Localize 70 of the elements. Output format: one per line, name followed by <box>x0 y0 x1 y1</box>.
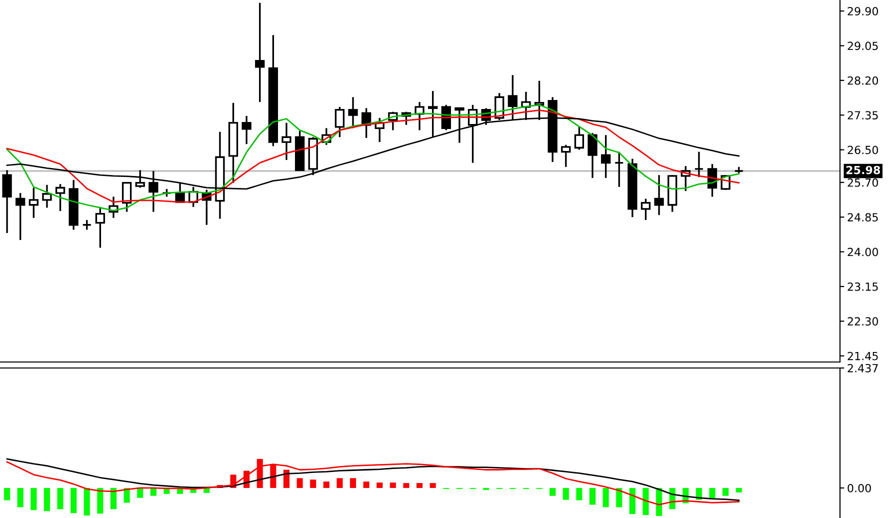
y-tick-label: 23.15 <box>848 282 878 291</box>
bar <box>722 488 729 496</box>
bar <box>430 483 436 488</box>
bar <box>550 488 556 496</box>
bar <box>403 483 410 488</box>
candlestick <box>55 183 66 212</box>
candlestick <box>414 101 424 132</box>
y-tick-label: 27.35 <box>848 111 878 120</box>
bar <box>84 488 90 516</box>
y-tick-label: 22.30 <box>848 317 878 326</box>
bar <box>602 488 609 508</box>
candlestick <box>122 181 132 213</box>
bar <box>590 488 596 505</box>
y-tick-label: 0.00 <box>848 484 871 492</box>
bar <box>350 478 356 488</box>
candlestick <box>574 126 584 151</box>
y-tick-label: 25.70 <box>848 178 878 187</box>
y-tick-label: 26.50 <box>848 146 878 154</box>
candlestick <box>255 2 265 103</box>
bar <box>323 482 330 488</box>
bar <box>390 482 396 488</box>
bar <box>97 488 104 514</box>
bar <box>150 488 156 496</box>
bar <box>736 488 742 492</box>
bar <box>336 478 343 488</box>
bar <box>283 470 290 488</box>
bar <box>709 488 716 498</box>
bar <box>4 488 10 500</box>
candlestick <box>334 106 345 138</box>
candlestick <box>640 198 651 221</box>
bar <box>110 488 116 510</box>
candlestick <box>82 219 92 231</box>
candlestick <box>561 144 571 168</box>
candlestick <box>42 184 52 209</box>
y-tick-label: 21.45 <box>848 352 878 360</box>
bar <box>642 488 649 516</box>
candlestick <box>588 132 598 179</box>
bar <box>70 488 77 514</box>
y-tick-label: 24.85 <box>848 213 878 222</box>
bar <box>363 482 370 488</box>
candlestick <box>242 115 252 145</box>
y-tick-label: 24.00 <box>848 248 878 256</box>
bar <box>30 488 37 510</box>
y-tick-label: 28.20 <box>848 76 878 85</box>
bar <box>137 488 144 498</box>
candlestick <box>2 169 12 234</box>
bar <box>17 488 24 508</box>
bar <box>376 482 383 488</box>
candlestick <box>694 150 704 178</box>
candlestick <box>600 134 611 179</box>
candlestick <box>28 186 38 219</box>
bar <box>296 478 303 488</box>
bar <box>416 483 423 488</box>
bar <box>562 488 569 500</box>
candlestick <box>654 174 664 216</box>
candlestick <box>95 206 106 249</box>
candlestick <box>282 122 292 161</box>
bar <box>629 488 636 514</box>
bar <box>44 488 50 512</box>
bar <box>270 464 276 488</box>
ref-line-label: 25.98 <box>846 166 880 174</box>
y-tick-label: 2.437 <box>848 364 878 372</box>
y-tick-label: 29.05 <box>848 42 878 50</box>
bar <box>57 488 64 510</box>
candlestick <box>16 192 26 241</box>
bar <box>310 480 316 488</box>
bar <box>576 488 582 500</box>
candlestick <box>614 150 624 188</box>
bar <box>616 488 622 508</box>
y-tick-label: 29.90 <box>848 6 878 16</box>
